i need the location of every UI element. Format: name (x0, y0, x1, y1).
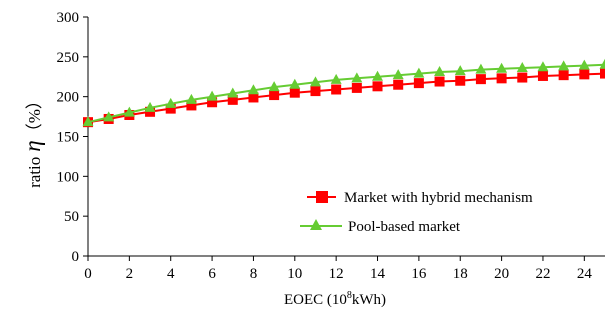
series-group (82, 58, 605, 128)
x-tick-label: 6 (208, 266, 216, 282)
data-point-hybrid (517, 72, 528, 83)
data-point-pool (144, 101, 156, 112)
x-tick-label: 4 (167, 266, 175, 282)
data-point-hybrid (600, 68, 605, 79)
data-point-pool (413, 67, 425, 78)
x-tick-label: 20 (494, 266, 509, 282)
y-tick-label: 200 (57, 90, 80, 106)
data-point-pool (578, 59, 590, 70)
data-point-pool (599, 58, 605, 69)
data-point-hybrid (579, 69, 590, 80)
x-tick-label: 12 (329, 266, 344, 282)
legend-item-pool: Pool-based market (300, 219, 461, 235)
y-tick-label: 100 (57, 169, 80, 185)
legend-label-pool: Pool-based market (348, 219, 461, 235)
data-point-hybrid (331, 84, 342, 95)
x-tick-label: 22 (535, 266, 550, 282)
data-point-hybrid (248, 92, 259, 103)
x-axis-title: EOEC (108kWh) (284, 290, 386, 308)
data-point-hybrid (393, 79, 404, 90)
data-point-hybrid (310, 86, 321, 97)
data-point-pool (537, 61, 549, 72)
data-point-pool (247, 84, 259, 95)
y-tick-label: 0 (72, 249, 80, 265)
data-point-hybrid (558, 70, 569, 81)
x-axis-title-superscript: 8 (347, 290, 352, 301)
y-tick-label: 150 (57, 130, 80, 146)
y-tick-label: 300 (57, 10, 80, 26)
data-point-pool (103, 111, 115, 122)
data-point-pool (185, 93, 197, 104)
series-pool (82, 58, 605, 127)
data-point-pool (351, 72, 363, 83)
data-point-hybrid (372, 81, 383, 92)
data-point-hybrid (186, 100, 197, 111)
data-point-pool (227, 87, 239, 98)
data-point-hybrid (289, 87, 300, 98)
y-ticks: 0 50 100 150 200 250 300 (57, 10, 88, 265)
x-tick-label: 10 (287, 266, 302, 282)
x-ticks: 0 2 4 6 8 10 12 14 16 18 20 22 24 (84, 256, 592, 282)
data-point-pool (558, 60, 570, 71)
data-point-pool (82, 116, 94, 127)
data-point-pool (496, 62, 508, 73)
series-line-hybrid (87, 72, 605, 124)
legend-marker-hybrid (316, 191, 328, 203)
y-tick-label: 50 (64, 209, 79, 225)
data-point-hybrid (475, 74, 486, 85)
data-point-pool (123, 106, 135, 117)
y-tick-label: 250 (57, 50, 80, 66)
data-point-pool (309, 76, 321, 87)
data-point-hybrid (269, 90, 280, 101)
data-point-pool (330, 73, 342, 84)
x-tick-label: 18 (453, 266, 468, 282)
data-point-pool (454, 65, 466, 76)
data-point-hybrid (496, 73, 507, 84)
data-point-pool (392, 69, 404, 80)
x-tick-label: 24 (577, 266, 593, 282)
data-point-pool (434, 65, 446, 76)
data-point-hybrid (455, 75, 466, 86)
data-point-pool (165, 97, 177, 108)
x-tick-label: 8 (250, 266, 258, 282)
x-tick-label: 2 (126, 266, 134, 282)
data-point-pool (516, 61, 528, 72)
x-tick-label: 14 (370, 266, 386, 282)
data-point-pool (475, 63, 487, 74)
data-point-pool (289, 78, 301, 89)
data-point-hybrid (207, 97, 218, 108)
data-point-hybrid (434, 76, 445, 87)
data-point-pool (372, 70, 384, 81)
legend: Market with hybrid mechanism Pool-based … (300, 190, 533, 235)
data-point-hybrid (537, 70, 548, 81)
x-tick-label: 0 (84, 266, 92, 282)
data-point-pool (268, 81, 280, 92)
legend-marker-pool (310, 219, 322, 230)
legend-label-hybrid: Market with hybrid mechanism (344, 190, 533, 206)
data-point-hybrid (227, 94, 238, 105)
axes (87, 17, 605, 257)
series-line-pool (87, 63, 605, 124)
data-point-hybrid (351, 82, 362, 93)
x-tick-label: 16 (411, 266, 427, 282)
data-point-pool (206, 90, 218, 101)
legend-item-hybrid: Market with hybrid mechanism (307, 190, 533, 206)
data-point-hybrid (165, 103, 176, 114)
series-hybrid (83, 68, 605, 128)
y-axis-title: ratioη（%） (20, 92, 45, 188)
data-point-hybrid (413, 78, 424, 89)
